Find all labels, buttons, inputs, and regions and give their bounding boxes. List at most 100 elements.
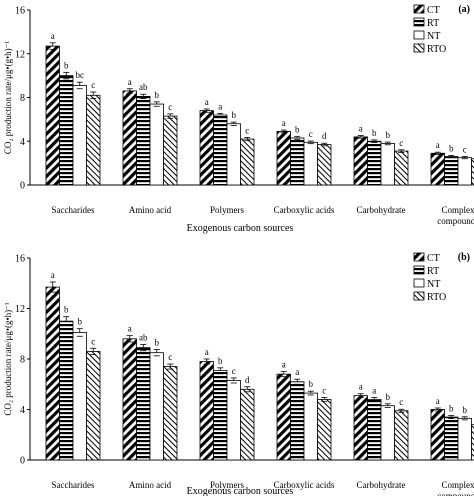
bar-nt [149, 352, 164, 461]
bar-ct [199, 110, 214, 186]
panel-label: (a) [458, 4, 470, 15]
x-axis-label: Exogenous carbon sources [187, 486, 294, 496]
legend-swatch-nt [413, 30, 425, 40]
significance-letter: b [64, 305, 69, 315]
significance-letter: b [64, 60, 69, 70]
bar-rto [471, 424, 474, 461]
significance-letter: a [359, 124, 363, 134]
significance-letter: a [128, 324, 132, 334]
significance-letter: a [205, 347, 209, 357]
bar-rt [444, 156, 459, 186]
bar-rt [290, 137, 305, 186]
legend-swatch-rto [413, 291, 425, 301]
y-axis-label: CO₂ production rate/μg•(g•h)⁻¹ [3, 41, 13, 154]
y-tick-label: 8 [20, 93, 25, 104]
bar-nt [72, 332, 87, 461]
significance-letter: c [322, 386, 326, 396]
significance-letter: c [309, 129, 313, 139]
bar-nt [303, 392, 318, 461]
bar-ct [276, 373, 291, 461]
bar-rto [86, 94, 101, 186]
bar-ct [199, 361, 214, 461]
bar-nt [303, 141, 318, 186]
significance-letter: c [168, 352, 172, 362]
significance-letter: a [51, 270, 55, 280]
legend-label-ct: CT [427, 5, 440, 16]
bar-ct [430, 152, 445, 186]
significance-letter: b [372, 128, 377, 138]
y-tick-label: 4 [20, 405, 25, 416]
y-tick-label: 16 [15, 254, 25, 265]
significance-letter: a [436, 396, 440, 406]
bar-ct [122, 90, 137, 186]
bar-rt [367, 398, 382, 461]
y-tick-label: 12 [15, 304, 25, 315]
legend-label-rto: RTO [427, 44, 446, 55]
bar-rto [394, 410, 409, 461]
bar-rto [317, 144, 332, 186]
significance-letter: b [155, 338, 160, 348]
significance-letter: a [282, 118, 286, 128]
x-tick-label: Complexcompounds [437, 480, 474, 496]
y-tick-label: 16 [15, 6, 25, 17]
legend-swatch-rt [413, 265, 425, 275]
bar-rt [136, 347, 151, 461]
bar-nt [380, 405, 395, 461]
bar-rt [367, 140, 382, 186]
x-tick-label: Carboxylic acids [274, 205, 335, 215]
bar-rt [213, 114, 228, 186]
bar-rt [59, 320, 74, 461]
x-tick-label: Amino acid [129, 205, 172, 215]
significance-letter: a [282, 360, 286, 370]
significance-letter: a [295, 367, 299, 377]
x-tick-label: Polymers [210, 480, 244, 490]
bar-nt [380, 143, 395, 186]
significance-letter: a [436, 140, 440, 150]
x-tick-label: Carboxylic acids [274, 480, 335, 490]
bar-rto [317, 398, 332, 461]
legend-swatch-rto [413, 43, 425, 53]
significance-letter: ab [139, 82, 148, 92]
bar-rt [59, 75, 74, 186]
legend-label-rt: RT [427, 266, 439, 277]
bar-rto [163, 366, 178, 461]
bar-ct [353, 136, 368, 186]
y-tick-label: 0 [20, 181, 25, 192]
significance-letter: d [322, 131, 327, 141]
x-tick-label: Saccharides [52, 480, 95, 490]
bar-ct [45, 286, 60, 461]
x-tick-label: Carbohydrate [357, 205, 406, 215]
x-axis-label: Exogenous carbon sources [187, 223, 294, 234]
bar-rt [444, 416, 459, 461]
significance-letter: a [205, 97, 209, 107]
bar-rto [86, 351, 101, 461]
y-axis-label: CO₂ production rate/μg•(g•h)⁻¹ [3, 302, 13, 415]
significance-letter: b [295, 125, 300, 135]
legend-swatch-nt [413, 278, 425, 288]
significance-letter: a [372, 386, 376, 396]
x-tick-label: Complexcompounds [437, 205, 474, 226]
significance-letter: b [78, 317, 83, 327]
significance-letter: b [218, 356, 223, 366]
significance-letter: c [245, 125, 249, 135]
y-tick-label: 8 [20, 355, 25, 366]
significance-letter: b [309, 379, 314, 389]
legend-swatch-rt [413, 17, 425, 27]
significance-letter: c [168, 102, 172, 112]
significance-letter: ab [139, 332, 148, 342]
bar-rto [240, 138, 255, 186]
bar-rto [471, 158, 474, 186]
significance-letter: c [91, 336, 95, 346]
bar-ct [45, 45, 60, 186]
significance-letter: b [449, 404, 454, 414]
x-tick-label: Polymers [210, 205, 244, 215]
bar-ct [276, 131, 291, 186]
x-tick-label: Carbohydrate [357, 480, 406, 490]
y-tick-label: 12 [15, 49, 25, 60]
y-tick-label: 0 [20, 456, 25, 467]
significance-letter: b [449, 143, 454, 153]
y-tick-label: 4 [20, 137, 25, 148]
significance-letter: a [128, 77, 132, 87]
